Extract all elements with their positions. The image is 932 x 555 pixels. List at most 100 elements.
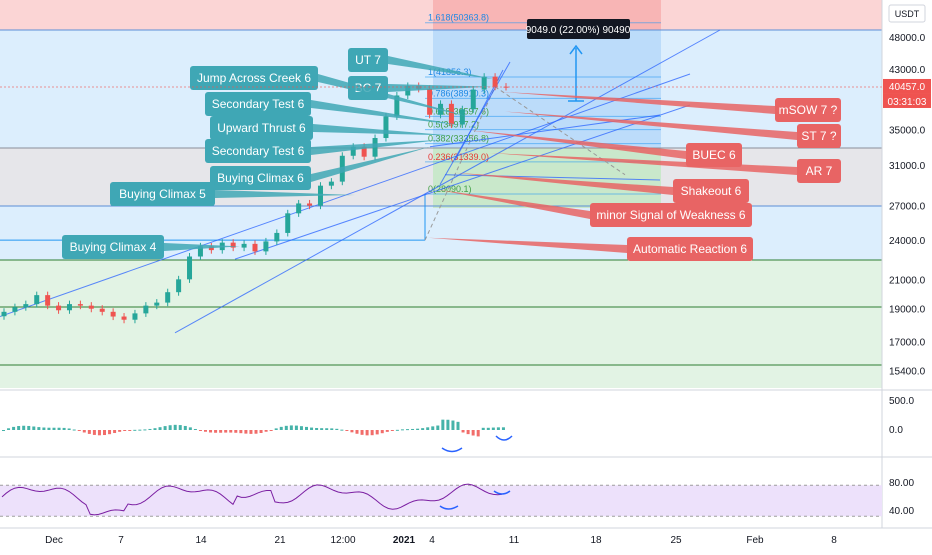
callout-teal[interactable]: Secondary Test 6 xyxy=(205,139,442,163)
osc-bar xyxy=(12,426,16,430)
osc-bar xyxy=(244,430,248,434)
callout-teal[interactable]: Buying Climax 5 xyxy=(110,182,355,206)
callout-red[interactable]: BUEC 6 xyxy=(470,130,742,167)
osc-bar xyxy=(284,425,288,430)
osc-bar xyxy=(340,429,344,431)
osc-bar xyxy=(466,430,470,435)
candle xyxy=(165,288,171,307)
rsi-tick-label: 40.00 xyxy=(889,506,914,517)
callout-label: mSOW 7 ? xyxy=(779,103,838,117)
measure-tool[interactable]: 9049.0 (22.00%) 90490 xyxy=(526,19,631,102)
price-tick-label: 21000.0 xyxy=(889,275,926,286)
osc-bar xyxy=(158,427,162,430)
candle xyxy=(427,85,433,119)
osc-bar xyxy=(390,430,394,431)
price-tick-label: 27000.0 xyxy=(889,202,926,213)
osc-bar xyxy=(163,426,167,430)
candle xyxy=(383,112,389,142)
osc-tick-label: 500.0 xyxy=(889,396,914,407)
callout-teal[interactable]: Buying Climax 6 xyxy=(210,146,430,190)
time-tick-label: 25 xyxy=(670,535,682,546)
time-tick-label: 21 xyxy=(274,535,286,546)
callout-teal[interactable]: Secondary Test 6 xyxy=(205,92,462,126)
osc-bar xyxy=(496,427,500,430)
callout-teal[interactable]: UT 7 xyxy=(348,48,495,80)
fib-level-label: 0(28090.1) xyxy=(428,184,472,194)
osc-bar xyxy=(143,429,147,431)
candle xyxy=(66,300,72,314)
osc-bar xyxy=(178,425,182,430)
candle xyxy=(285,209,291,237)
osc-bar xyxy=(82,430,86,433)
osc-bar xyxy=(294,425,298,430)
time-tick-label: 7 xyxy=(118,535,124,546)
osc-bar xyxy=(123,430,127,431)
candle xyxy=(208,242,214,254)
bar-countdown: 03:31:03 xyxy=(888,97,927,108)
rsi-pane: 80.00 40.00 xyxy=(0,478,914,517)
callout-teal[interactable]: Buying Climax 4 xyxy=(62,235,240,259)
osc-bar xyxy=(188,427,192,430)
osc-bar xyxy=(335,428,339,430)
price-tick-label: 19000.0 xyxy=(889,305,926,316)
callout-red[interactable]: ST 7 ? xyxy=(505,111,841,148)
candle xyxy=(187,253,193,283)
osc-bar xyxy=(224,430,228,433)
candle xyxy=(328,178,334,190)
price-axis[interactable]: 48000.0 43000.0 35000.0 31000.0 27000.0 24000… xyxy=(0,4,931,377)
price-tick-label: 17000.0 xyxy=(889,337,926,348)
osc-bar xyxy=(395,429,399,431)
price-tick-label: 15400.0 xyxy=(889,366,926,377)
callout-label: Secondary Test 6 xyxy=(212,97,305,111)
candle xyxy=(110,308,116,321)
osc-bar xyxy=(426,427,430,430)
osc-bar xyxy=(274,428,278,430)
callout-red[interactable]: Automatic Reaction 6 xyxy=(428,237,753,261)
callout-red[interactable]: minor Signal of Weakness 6 xyxy=(438,189,752,227)
osc-bar xyxy=(360,430,364,435)
osc-bar xyxy=(365,430,369,436)
osc-bar xyxy=(37,427,41,430)
osc-bar xyxy=(451,420,455,430)
candle xyxy=(274,229,280,245)
osc-bar xyxy=(138,429,142,431)
osc-bar xyxy=(254,430,258,434)
candle xyxy=(481,73,487,94)
osc-bar xyxy=(153,428,157,430)
callout-label: Upward Thrust 6 xyxy=(217,121,306,135)
osc-bar xyxy=(7,428,11,430)
candle xyxy=(176,275,182,296)
candle xyxy=(12,303,18,316)
candle xyxy=(459,105,465,129)
osc-bar xyxy=(380,430,384,434)
osc-bar xyxy=(446,419,450,430)
osc-bar xyxy=(57,427,61,430)
callout-teal[interactable]: BC 7 xyxy=(348,76,492,100)
osc-bar xyxy=(209,430,213,433)
callout-red[interactable]: mSOW 7 ? xyxy=(500,91,841,122)
osc-bar xyxy=(52,427,56,430)
callout-teal[interactable]: Jump Across Creek 6 xyxy=(190,66,470,118)
osc-bar xyxy=(491,427,495,430)
callout-red[interactable]: Shakeout 6 xyxy=(455,172,749,203)
callout-teal[interactable]: Upward Thrust 6 xyxy=(210,116,450,140)
osc-bar xyxy=(476,430,480,437)
candle xyxy=(448,100,454,129)
time-axis[interactable]: Dec 7 14 21 12:00 2021 4 11 18 25 Feb 8 xyxy=(45,535,837,546)
osc-bar xyxy=(310,427,314,430)
candle xyxy=(77,300,83,310)
osc-bar xyxy=(501,427,505,430)
osc-bar xyxy=(370,430,374,436)
osc-bar xyxy=(42,427,46,430)
osc-bar xyxy=(456,421,460,430)
osc-bar xyxy=(87,430,91,434)
fib-level-label: 0.618(36597.6) xyxy=(428,106,489,116)
callout-label: Buying Climax 6 xyxy=(217,171,304,185)
osc-bar xyxy=(173,424,177,430)
osc-bar xyxy=(17,426,21,430)
wyckoff-callouts[interactable]: UT 7 BC 7 Jump Across Creek 6 Secondary Tes… xyxy=(62,48,841,261)
fib-level-label: 0.5(34977.2) xyxy=(428,120,479,130)
callout-label: AR 7 xyxy=(806,164,833,178)
callout-red[interactable]: AR 7 xyxy=(490,153,841,183)
